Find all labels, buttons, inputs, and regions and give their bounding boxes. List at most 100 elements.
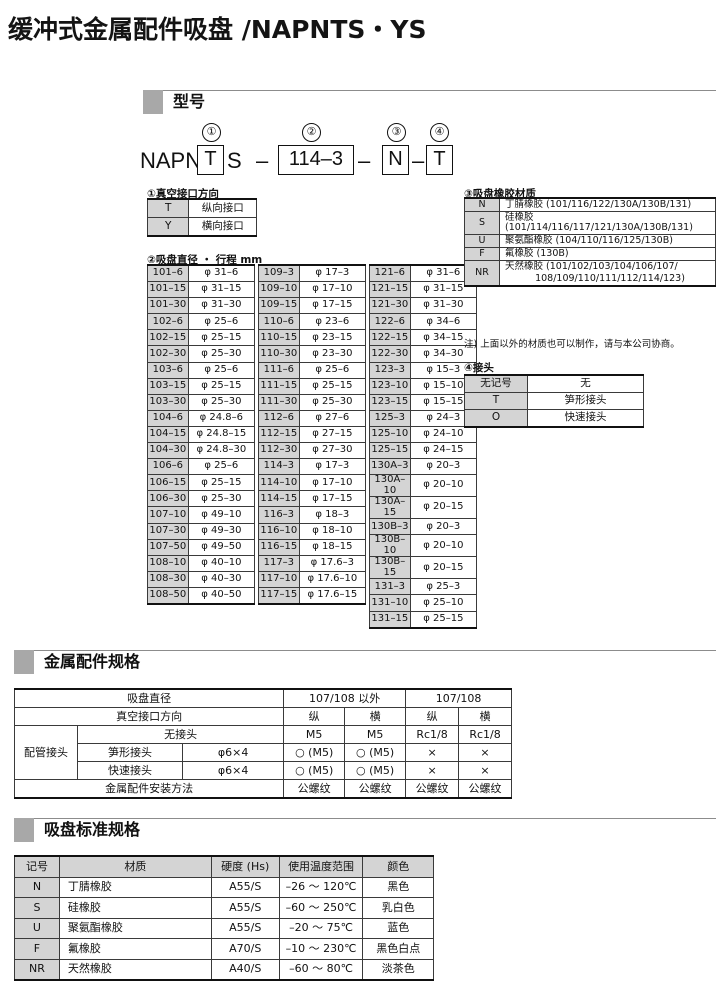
dim-code: 111–15 [258,377,300,395]
table-row-header: 吸盘直径 107/108 以外 107/108 [13,688,512,708]
dim-size: φ 27–15 [298,425,367,444]
table-row: 130B–15 φ 20–15 [369,556,478,580]
table-row: 111–30 φ 25–30 [258,393,367,411]
table-diameter-col1: 101–6 φ 31–6 101–15 φ 31–15 101–30 φ 31–30 102… [147,264,256,605]
table-row: S 硅橡胶 A55/S –60 ～ 250℃ 乳白色 [14,897,434,919]
table-row: 103–6 φ 25–6 [147,361,256,379]
dim-code: 122–6 [369,313,411,331]
metal-row-label: 笋形接头 [77,743,183,762]
metal-cell-value: ○ (M5) [283,761,346,780]
table-diameter-col2: 109–3 φ 17–3 109–10 φ 17–10 109–15 φ 17–15 110… [258,264,367,605]
dim-code: 108–50 [147,586,189,605]
dim-code: 130B–10 [369,534,411,558]
section-accent-bar-metal [14,650,34,674]
table-row: 101–30 φ 31–30 [147,297,256,315]
dim-size: φ 25–15 [187,377,256,395]
standard-symbol: NR [14,958,60,981]
standard-symbol: S [14,897,60,919]
metal-cell-value: ○ (M5) [283,743,346,762]
rubber-body: N 丁腈橡胶 (101/116/122/130A/130B/131) S 硅橡胶 (1… [464,196,716,287]
dim-size: φ 40–10 [187,554,256,572]
code-prefix: NAPN [140,148,202,173]
dim-body-2: 109–3 φ 17–3 109–10 φ 17–10 109–15 φ 17–15 110… [258,264,367,605]
dim-size: φ 25–30 [187,393,256,411]
standard-header-cell: 颜色 [362,855,434,878]
dim-size: φ 25–30 [187,345,256,363]
table-row: 104–15 φ 24.8–15 [147,425,256,444]
table-row: 106–6 φ 25–6 [147,458,256,476]
table-row: O 快速接头 [464,409,644,428]
dim-code: 131–15 [369,610,411,629]
table-standard-spec: 记号 材质 硬度 (Hs) 使用温度范围 颜色 N 丁腈橡胶 A55/S –26 ～ 120℃ 黑… [14,855,434,981]
table-row: 123–3 φ 15–3 [369,361,478,379]
table-row: F 氟橡胶 (130B) [464,246,716,261]
dim-code: 117–15 [258,586,300,605]
dim-code: 110–6 [258,313,300,331]
dim-body-3: 121–6 φ 31–6 121–15 φ 31–15 121–30 φ 31–30 122… [369,264,478,629]
table-row: 112–6 φ 27–6 [258,409,367,427]
table-row: 121–30 φ 31–30 [369,297,478,315]
dim-size: φ 25–6 [187,313,256,331]
table-row-header: 记号 材质 硬度 (Hs) 使用温度范围 颜色 [14,855,434,878]
rubber-desc: 天然橡胶 (101/102/103/104/106/107/ [499,259,716,273]
standard-temp: –20 ～ 75℃ [278,917,364,939]
dim-code: 101–15 [147,281,189,299]
table-row: 快速接头 φ6×4 ○ (M5) ○ (M5) × × [15,761,512,780]
dim-size: φ 34–6 [409,313,478,331]
standard-hardness: A40/S [210,958,280,981]
standard-symbol: F [14,938,60,960]
table-row: 配管接头 无接头 M5 M5 Rc1/8 Rc1/8 [14,725,512,780]
table-diameter-col3: 121–6 φ 31–6 121–15 φ 31–15 121–30 φ 31–30 122… [369,264,478,629]
dim-size: φ 18–10 [298,522,367,540]
dim-size: φ 24.8–30 [187,442,256,460]
table-joint: 无记号无 T 笋形接头 O 快速接头 [464,374,644,428]
dim-code: 103–30 [147,393,189,411]
code-box-4: T [426,145,453,175]
dim-size: φ 25–3 [409,578,478,596]
metal-direction-value: 纵 [405,707,460,726]
section-accent-bar [143,90,163,114]
dim-size: φ 27–30 [298,442,367,460]
diameter-column-1: 101–6 φ 31–6 101–15 φ 31–15 101–30 φ 31–30 102… [147,264,256,605]
joint-desc: 无 [527,374,644,393]
caption-rubber: ③吸盘橡胶材质 [464,188,536,200]
dim-code: 114–3 [258,458,300,476]
table-row: 117–15 φ 17.6–15 [258,586,367,605]
table-row: 117–10 φ 17.6–10 [258,570,367,588]
dim-code: 123–15 [369,393,411,411]
table-row: 114–15 φ 17–15 [258,490,367,508]
dim-size: φ 20–15 [409,496,478,520]
dim-size: φ 17–10 [298,474,367,492]
table-row: 114–3 φ 17–3 [258,458,367,476]
table-row: 108–30 φ 40–30 [147,570,256,588]
table-row: 108–50 φ 40–50 [147,586,256,605]
section-header-model: 型号 [143,90,205,114]
table-row: 111–6 φ 25–6 [258,361,367,379]
dim-size: φ 23–15 [298,329,367,347]
standard-symbol: N [14,876,60,898]
table-row: U 聚氨酯橡胶 (104/110/116/125/130B) [464,233,716,248]
section-rule-model [163,90,716,91]
table-rubber-material: N 丁腈橡胶 (101/116/122/130A/130B/131) S 硅橡胶 (1… [464,196,716,287]
metal-row-label: 快速接头 [77,761,183,780]
table-row: 112–15 φ 27–15 [258,425,367,444]
dim-size: φ 31–15 [187,281,256,299]
code-marker-4: ④ [430,123,449,142]
table-row: 130A–15 φ 20–15 [369,496,478,520]
table-row: 122–6 φ 34–6 [369,313,478,331]
dim-size: φ 17–15 [298,490,367,508]
section-accent-bar-standard [14,818,34,842]
dim-code: 107–50 [147,538,189,556]
rubber-desc: 聚氨酯橡胶 (104/110/116/125/130B) [499,233,716,248]
standard-hardness: A55/S [210,897,280,919]
caption-direction: ①真空接口方向 [147,188,219,200]
dim-code: 102–6 [147,313,189,331]
dim-size: φ 31–6 [187,264,256,283]
dim-size: φ 49–10 [187,506,256,524]
rubber-symbol: N [464,196,500,212]
table-row: 116–3 φ 18–3 [258,506,367,524]
dim-size: φ 25–15 [187,474,256,492]
metal-cell-value: × [405,743,460,762]
dim-code: 114–10 [258,474,300,492]
metal-mount-value: 公螺纹 [283,779,346,799]
